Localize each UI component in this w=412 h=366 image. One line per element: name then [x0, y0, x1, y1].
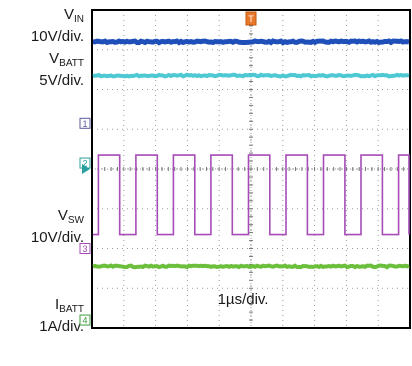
channel-marker-4	[79, 314, 91, 326]
vbatt-scale: 5V/div.	[39, 72, 84, 89]
vin-name: V	[63, 6, 74, 23]
trigger-marker-icon	[245, 11, 257, 26]
channel-marker-number: 2	[82, 159, 87, 169]
trigger-marker-label: T	[248, 14, 254, 24]
channel-label-ibatt: IBATT 1A/div.	[39, 296, 84, 335]
channel-arrow-icon	[82, 164, 90, 174]
trace-vbatt	[92, 72, 410, 79]
ibatt-scale: 1A/div.	[39, 318, 84, 335]
vbatt-name: V	[49, 50, 60, 67]
channel-label-vin: VIN 10V/div.	[31, 6, 84, 45]
plot-frame	[91, 9, 411, 329]
trace-vsw	[93, 154, 410, 236]
channel-marker-number: 1	[82, 119, 87, 129]
trace-ibatt	[92, 263, 410, 270]
channel-marker-number: 3	[82, 244, 87, 254]
channel-marker-3	[79, 243, 91, 254]
vin-scale: 10V/div.	[30, 28, 84, 45]
channel-label-vsw: VSW 10V/div.	[31, 207, 84, 246]
vin-subscript: IN	[74, 14, 84, 25]
channel-marker-1	[79, 117, 91, 129]
vbatt-subscript: BATT	[59, 58, 84, 69]
trace-vin	[92, 38, 410, 46]
channel-label-vbatt: VBATT 5V/div.	[39, 50, 84, 89]
ibatt-name: I	[55, 296, 60, 313]
vsw-name: V	[57, 207, 68, 224]
ibatt-subscript: BATT	[59, 304, 84, 315]
vsw-subscript: SW	[67, 215, 84, 226]
timebase-annotation: 1µs/div.	[218, 291, 269, 308]
channel-marker-number: 4	[82, 316, 87, 326]
vsw-scale: 10V/div.	[30, 229, 84, 246]
